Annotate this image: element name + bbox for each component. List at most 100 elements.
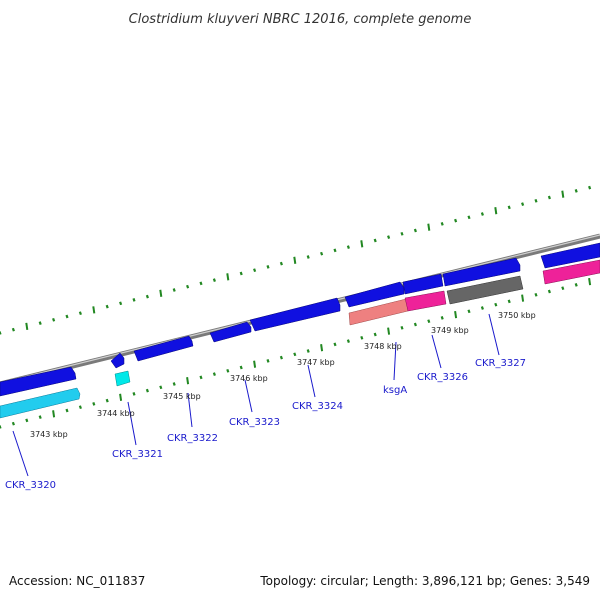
outer-tick: [427, 223, 431, 231]
outer-tick: [306, 255, 310, 259]
inner-tick: [11, 421, 15, 426]
inner-tick: [159, 385, 163, 390]
scale-label: 3750 kbp: [498, 311, 536, 320]
genome-info-label: Topology: circular; Length: 3,896,121 bp…: [260, 574, 590, 588]
outer-tick: [92, 306, 96, 314]
gene-feature-trna-3321[interactable]: [114, 370, 131, 387]
outer-tick: [266, 265, 270, 269]
outer-tick: [132, 298, 136, 302]
outer-tick: [494, 207, 498, 215]
inner-tick: [65, 408, 69, 413]
outer-tick: [561, 190, 565, 198]
inner-tick: [507, 299, 511, 304]
leader-line-ckr3327: [488, 313, 500, 356]
inner-tick: [427, 319, 431, 324]
outer-tick: [333, 248, 337, 253]
inner-tick: [186, 377, 190, 385]
inner-tick: [440, 316, 444, 320]
outer-tick: [521, 202, 525, 206]
inner-tick: [547, 289, 551, 294]
gene-feature-cds-3320-reverse[interactable]: [0, 387, 81, 419]
gene-feature-cds-3321[interactable]: [110, 352, 125, 369]
outer-tick: [253, 268, 257, 273]
outer-tick-track: [0, 185, 592, 335]
outer-tick: [574, 189, 578, 193]
gene-feature-pink-3326[interactable]: [404, 290, 447, 312]
gene-feature-cds-3320[interactable]: [0, 366, 77, 397]
scale-labels: 3743 kbp 3744 kbp 3745 kbp 3746 kbp 3747…: [30, 311, 536, 439]
accession-label: Accession: NC_011837: [9, 574, 146, 588]
gene-label[interactable]: CKR_3327: [475, 358, 526, 369]
outer-tick: [0, 331, 2, 335]
leader-line-ckr3323: [244, 379, 253, 413]
inner-tick: [306, 349, 310, 353]
outer-tick: [11, 327, 15, 332]
inner-tick: [119, 393, 123, 401]
inner-tick: [293, 352, 297, 357]
inner-tick: [387, 327, 391, 335]
gene-feature-cds-3324[interactable]: [249, 297, 341, 332]
inner-tick: [534, 292, 538, 297]
scale-label: 3747 kbp: [297, 358, 335, 367]
leader-line-ckr3324: [307, 364, 316, 398]
gene-label[interactable]: CKR_3323: [229, 417, 280, 428]
inner-tick: [239, 365, 243, 370]
inner-tick: [588, 277, 592, 286]
gene-label[interactable]: CKR_3320: [5, 480, 56, 491]
gene-label[interactable]: CKR_3322: [167, 433, 218, 444]
outer-tick: [534, 198, 538, 203]
outer-tick: [360, 240, 364, 248]
leader-line-ckr3326: [431, 334, 442, 369]
gene-label[interactable]: ksgA: [383, 385, 407, 396]
outer-tick: [413, 228, 417, 233]
gene-label[interactable]: CKR_3321: [112, 449, 163, 460]
outer-tick: [52, 317, 56, 322]
outer-tick: [454, 218, 458, 223]
outer-tick: [212, 278, 216, 282]
outer-tick: [239, 271, 243, 276]
gene-label[interactable]: CKR_3326: [417, 372, 468, 383]
gene-feature-cds-3326[interactable]: [402, 273, 444, 295]
gene-feature-cds-ksga[interactable]: [344, 281, 405, 308]
gene-feature-cds-3323[interactable]: [209, 321, 252, 343]
outer-tick: [65, 314, 69, 319]
inner-tick: [454, 310, 458, 319]
inner-tick: [360, 335, 364, 340]
outer-tick: [507, 205, 511, 210]
scale-label: 3749 kbp: [431, 326, 469, 335]
inner-tick: [561, 286, 565, 291]
outer-tick: [279, 261, 283, 266]
gene-feature-cds-3327[interactable]: [442, 257, 521, 287]
outer-tick: [547, 195, 551, 200]
inner-tick: [105, 398, 109, 403]
gene-feature-gray-3327[interactable]: [446, 275, 524, 305]
inner-tick: [212, 372, 216, 376]
inner-tick: [480, 306, 484, 310]
outer-tick: [440, 222, 444, 226]
inner-tick: [172, 382, 176, 386]
outer-tick: [373, 238, 377, 243]
gene-feature-pink-edge[interactable]: [542, 259, 600, 285]
inner-tick: [132, 392, 136, 396]
scale-label: 3748 kbp: [364, 342, 402, 351]
outer-tick: [293, 256, 297, 264]
gene-label[interactable]: CKR_3324: [292, 401, 343, 412]
outer-tick: [172, 288, 176, 292]
outer-tick: [186, 284, 190, 289]
inner-tick: [413, 322, 417, 327]
inner-tick: [0, 425, 2, 429]
inner-tick: [145, 388, 149, 393]
leader-line-cckr3320: [12, 430, 29, 477]
scale-label: 3743 kbp: [30, 430, 68, 439]
inner-tick: [52, 410, 56, 418]
outer-tick: [346, 245, 350, 249]
outer-tick: [480, 212, 484, 216]
inner-tick: [346, 339, 350, 343]
inner-tick: [521, 294, 525, 302]
gene-feature-cds-3322[interactable]: [133, 335, 194, 362]
feature-track: [0, 242, 600, 419]
inner-tick-track: [0, 277, 592, 429]
outer-tick: [226, 273, 230, 281]
gene-feature-cds-edge[interactable]: [540, 242, 600, 269]
